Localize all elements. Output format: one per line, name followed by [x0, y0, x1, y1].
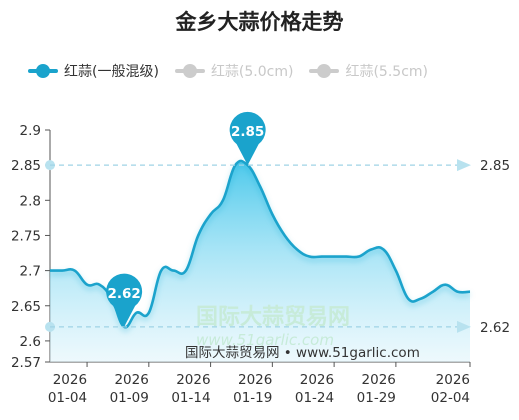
price-point — [357, 255, 360, 258]
price-point — [394, 269, 397, 272]
x-tick-label-date: 01-19 — [233, 390, 272, 406]
credit-text: 国际大蒜贸易网 • www.51garlic.com — [185, 345, 420, 361]
price-point — [73, 269, 76, 272]
price-point — [135, 311, 138, 314]
legend: 红蒜(一般混级) 红蒜(5.0cm) 红蒜(5.5cm) — [28, 60, 444, 82]
x-tick-label-year: 2026 — [176, 372, 210, 388]
price-point — [147, 311, 150, 314]
mark-line-arrow-icon — [457, 320, 471, 333]
price-point — [382, 248, 385, 251]
price-point — [456, 290, 459, 293]
price-point — [49, 269, 52, 272]
price-point — [320, 255, 323, 258]
y-tick-label: 2.85 — [11, 158, 41, 174]
legend-swatch-icon — [28, 61, 58, 81]
x-tick-label-date: 02-04 — [431, 390, 470, 406]
chart-title: 金乡大蒜价格走势 — [175, 10, 344, 34]
x-tick-label-year: 2026 — [300, 372, 334, 388]
x-tick-label-date: 01-29 — [357, 390, 396, 406]
legend-item-red-garlic-5-5cm[interactable]: 红蒜(5.5cm) — [309, 61, 428, 81]
mark-line-label: 2.85 — [480, 158, 510, 174]
price-point — [98, 283, 101, 286]
x-tick-label-date: 01-14 — [171, 390, 210, 406]
price-point — [283, 234, 286, 237]
price-point — [61, 269, 64, 272]
legend-label: 红蒜(5.0cm) — [210, 64, 294, 80]
x-tick-label-year: 2026 — [238, 372, 272, 388]
price-point — [172, 269, 175, 272]
price-area-fill — [50, 160, 470, 362]
price-point — [209, 213, 212, 216]
price-point — [160, 269, 163, 272]
min-pin-label: 2.62 — [107, 286, 140, 302]
y-tick-label: 2.8 — [20, 193, 41, 209]
max-pin-marker — [229, 111, 266, 166]
y-tick-label: 2.7 — [20, 264, 41, 280]
price-point — [296, 248, 299, 251]
watermark-name: 国际大蒜贸易网 — [196, 305, 350, 330]
price-point — [271, 213, 274, 216]
watermark-url: www.51garlic.com — [196, 331, 334, 349]
price-line — [50, 159, 471, 329]
y-tick-label: 2.65 — [11, 299, 41, 315]
x-tick-label-date: 01-04 — [48, 390, 87, 406]
max-pin-label: 2.85 — [231, 124, 264, 140]
x-tick-label-date: 01-09 — [110, 390, 149, 406]
legend-swatch-icon — [309, 61, 340, 81]
price-point — [345, 255, 348, 258]
price-point — [333, 255, 336, 258]
mark-line-label: 2.62 — [480, 320, 510, 336]
y-tick-label: 2.57 — [11, 355, 41, 371]
y-tick-label: 2.6 — [20, 334, 41, 350]
price-point — [308, 255, 311, 258]
price-point — [370, 248, 373, 251]
x-tick-label-year: 2026 — [436, 372, 470, 388]
price-point — [432, 290, 435, 293]
price-point — [197, 234, 200, 237]
legend-swatch-icon — [174, 61, 205, 81]
price-point — [444, 283, 447, 286]
price-point — [407, 297, 410, 300]
min-pin-marker — [106, 273, 143, 327]
y-tick-label: 2.75 — [11, 228, 41, 244]
y-tick-label: 2.9 — [20, 123, 41, 139]
price-point — [222, 199, 225, 202]
x-tick-label-year: 2026 — [114, 372, 148, 388]
price-point — [86, 283, 89, 286]
legend-item-red-garlic-5-0cm[interactable]: 红蒜(5.0cm) — [174, 61, 294, 81]
legend-item-red-garlic-mixed[interactable]: 红蒜(一般混级) — [28, 61, 159, 81]
mark-line-arrow-icon — [457, 159, 471, 172]
legend-label: 红蒜(一般混级) — [64, 64, 159, 80]
price-point — [419, 297, 422, 300]
legend-label: 红蒜(5.5cm) — [345, 64, 428, 80]
price-point — [469, 290, 472, 293]
x-tick-label-date: 01-24 — [295, 390, 334, 406]
price-point — [259, 185, 262, 188]
price-point — [184, 269, 187, 272]
x-tick-label-year: 2026 — [53, 372, 87, 388]
x-tick-label-year: 2026 — [362, 372, 396, 388]
